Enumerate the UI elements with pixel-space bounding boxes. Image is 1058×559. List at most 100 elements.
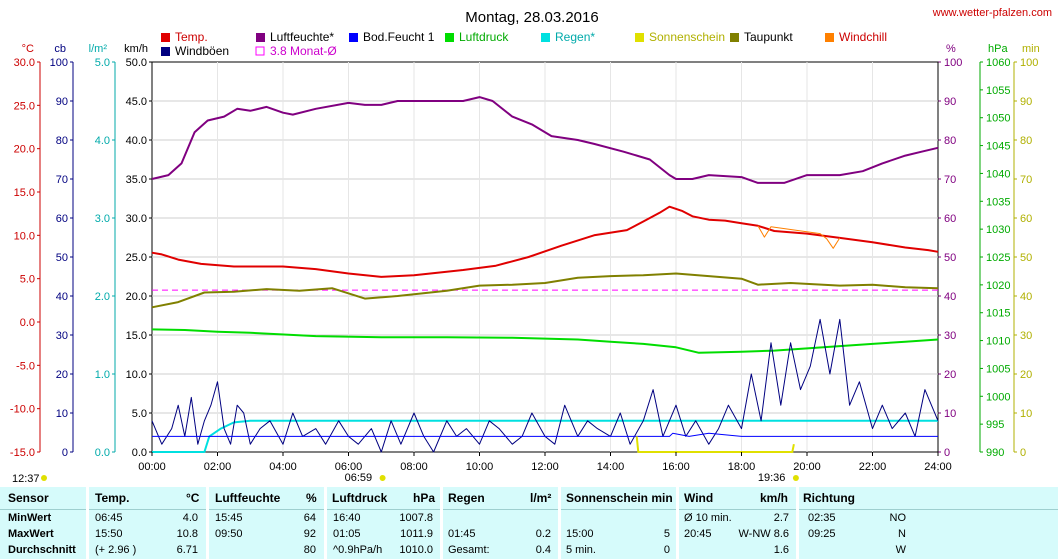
- x-tick-label: 24:00: [924, 461, 952, 473]
- data-series: [151, 96, 939, 453]
- series-line: [151, 205, 939, 278]
- table-cell: 0: [663, 544, 670, 556]
- sun-event-label: 06:59: [345, 472, 373, 484]
- header-rain-unit: l/m²: [530, 491, 552, 505]
- chart-title: Montag, 28.03.2016: [465, 9, 598, 26]
- table-cell: (+ 2.96 ): [95, 544, 137, 556]
- table-cell: 15:00: [566, 528, 594, 540]
- x-tick-label: 08:00: [400, 461, 428, 473]
- axis-tick-label: 20.0: [126, 291, 147, 303]
- header-humidity: Luftfeuchte: [215, 491, 281, 505]
- axis-tick-label: 0.0: [132, 447, 147, 459]
- table-cell: 09:50: [215, 528, 243, 540]
- axis-left: km/h 50.0 45.0 40.0 35.0 30.0 25.0 20.0 15.0 10.0…: [124, 43, 153, 459]
- table-cell: 0.4: [535, 544, 551, 556]
- legend-swatch: [255, 46, 265, 56]
- legend-item: Regen*: [541, 30, 595, 44]
- legend-item: Windchill: [825, 30, 887, 44]
- axis-tick-label: 40: [944, 291, 956, 303]
- axis-tick-label: 10: [56, 408, 68, 420]
- header-wind: Wind: [684, 491, 714, 505]
- axis-tick-label: 30: [1020, 330, 1032, 342]
- axis-tick-label: 15.0: [14, 187, 35, 199]
- axis-tick-label: 80: [944, 135, 956, 147]
- axis-tick-label: 90: [1020, 96, 1032, 108]
- table-cell: ^0.9hPa/h: [333, 544, 383, 556]
- axis-unit: °C: [22, 43, 34, 55]
- table-cell: 02:35: [808, 512, 836, 524]
- source-link[interactable]: www.wetter-pfalzen.com: [932, 7, 1052, 19]
- axis-right: hPa 1060 1055 1050 1045 1040 1035 1030 1025 1020 1…: [979, 43, 1010, 459]
- legend-swatch: [349, 33, 358, 42]
- table-cell: 5: [663, 528, 670, 540]
- legend-item: Bod.Feucht 1: [349, 30, 435, 44]
- legend-label: Windchill: [839, 30, 887, 44]
- axis-unit: hPa: [988, 43, 1008, 55]
- legend-label: Regen*: [555, 30, 595, 44]
- x-tick-label: 06:00: [335, 461, 363, 473]
- legend-label: Taupunkt: [744, 30, 793, 44]
- series-line: [152, 419, 938, 453]
- axis-tick-label: 1045: [986, 141, 1010, 153]
- axis-tick-label: 10.0: [14, 230, 35, 242]
- axis-tick-label: 70: [944, 174, 956, 186]
- header-wind-unit: km/h: [760, 491, 789, 505]
- legend-item: Temp.: [161, 30, 208, 44]
- x-tick-label: 18:00: [728, 461, 756, 473]
- header-humidity-unit: %: [306, 491, 317, 505]
- header-direction: Richtung: [803, 491, 855, 505]
- axis-tick-label: 60: [1020, 213, 1032, 225]
- axis-unit: %: [946, 43, 956, 55]
- axis-tick-label: 70: [56, 174, 68, 186]
- series-line: [151, 272, 939, 309]
- axis-tick-label: 70: [1020, 174, 1032, 186]
- header-pressure: Luftdruck: [332, 491, 388, 505]
- table-cell: 06:45: [95, 512, 123, 524]
- axis-tick-label: 995: [986, 419, 1004, 431]
- table-cell: NO: [889, 512, 907, 524]
- x-tick-label: 14:00: [597, 461, 625, 473]
- legend-label: 3.8 Monat-Ø: [270, 44, 337, 58]
- x-tick-label: 12:00: [531, 461, 559, 473]
- axis-tick-label: 90: [56, 96, 68, 108]
- legend-item: 3.8 Monat-Ø: [255, 44, 337, 58]
- axis-tick-label: -5.0: [16, 360, 35, 372]
- x-tick-label: 00:00: [138, 461, 166, 473]
- table-cell: 80: [303, 544, 316, 556]
- axis-tick-label: 10: [944, 408, 956, 420]
- axis-unit: cb: [54, 43, 66, 55]
- axis-tick-label: 20: [944, 369, 956, 381]
- axis-tick-label: 50: [944, 252, 956, 264]
- axis-tick-label: 20.0: [14, 144, 35, 156]
- axis-tick-label: 50: [56, 252, 68, 264]
- axis-tick-label: 1060: [986, 57, 1010, 69]
- x-tick-label: 16:00: [662, 461, 690, 473]
- axis-tick-label: 10: [1020, 408, 1032, 420]
- table-cell: 15:45: [215, 512, 243, 524]
- axis-tick-label: 20: [56, 369, 68, 381]
- x-axis-ticks: 00:00 02:00 04:00 06:00 08:00 10:00 12:00 14:00…: [138, 452, 952, 473]
- axis-tick-label: 1.0: [95, 369, 110, 381]
- axis-tick-label: -10.0: [10, 404, 35, 416]
- x-tick-label: 04:00: [269, 461, 297, 473]
- legend-swatch: [445, 33, 454, 42]
- axis-tick-label: 30.0: [126, 213, 147, 225]
- legend-swatch: [256, 33, 265, 42]
- axis-tick-label: 3.0: [95, 213, 110, 225]
- table-cell: 2.7: [773, 512, 789, 524]
- axis-tick-label: 50.0: [126, 57, 147, 69]
- legend-swatch: [161, 47, 170, 56]
- legend-label: Bod.Feucht 1: [363, 30, 435, 44]
- axis-left: °C 30.0 25.0 20.0 15.0 10.0 5.0 0.0 -5.0 -10.0 -15…: [10, 43, 41, 459]
- chart-axes: °C 30.0 25.0 20.0 15.0 10.0 5.0 0.0 -5.0 -10.0 -15…: [10, 43, 1040, 459]
- x-tick-label: 02:00: [204, 461, 232, 473]
- legend-label: Sonnenschein: [649, 30, 725, 44]
- legend-item: Luftfeuchte*: [256, 30, 334, 44]
- table-cell: 64: [303, 512, 316, 524]
- legend-swatch: [161, 33, 170, 42]
- legend-item: Sonnenschein: [635, 30, 725, 44]
- table-cell: 1.6: [773, 544, 789, 556]
- axis-left: l/m² 5.0 4.0 3.0 2.0 1.0 0.0: [89, 43, 116, 459]
- axis-tick-label: 100: [1020, 57, 1038, 69]
